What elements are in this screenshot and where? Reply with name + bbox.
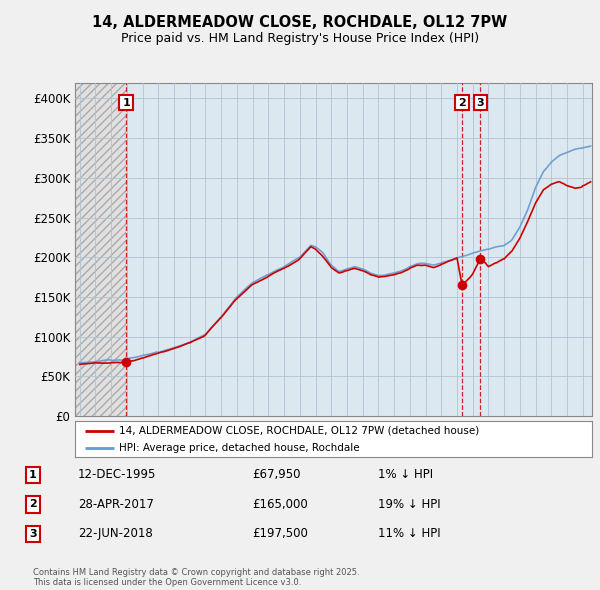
Text: £197,500: £197,500: [252, 527, 308, 540]
Text: 14, ALDERMEADOW CLOSE, ROCHDALE, OL12 7PW: 14, ALDERMEADOW CLOSE, ROCHDALE, OL12 7P…: [92, 15, 508, 30]
Text: 1% ↓ HPI: 1% ↓ HPI: [378, 468, 433, 481]
Text: Contains HM Land Registry data © Crown copyright and database right 2025.
This d: Contains HM Land Registry data © Crown c…: [33, 568, 359, 587]
Text: 2: 2: [458, 97, 466, 107]
Text: 22-JUN-2018: 22-JUN-2018: [78, 527, 153, 540]
Text: 1: 1: [29, 470, 37, 480]
Text: 1: 1: [122, 97, 130, 107]
Text: 2: 2: [29, 500, 37, 509]
Text: 3: 3: [29, 529, 37, 539]
Text: £165,000: £165,000: [252, 498, 308, 511]
Text: 19% ↓ HPI: 19% ↓ HPI: [378, 498, 440, 511]
Text: 14, ALDERMEADOW CLOSE, ROCHDALE, OL12 7PW (detached house): 14, ALDERMEADOW CLOSE, ROCHDALE, OL12 7P…: [119, 426, 479, 436]
Text: 11% ↓ HPI: 11% ↓ HPI: [378, 527, 440, 540]
Text: £67,950: £67,950: [252, 468, 301, 481]
Text: HPI: Average price, detached house, Rochdale: HPI: Average price, detached house, Roch…: [119, 443, 359, 453]
Text: 3: 3: [476, 97, 484, 107]
Text: 28-APR-2017: 28-APR-2017: [78, 498, 154, 511]
Text: Price paid vs. HM Land Registry's House Price Index (HPI): Price paid vs. HM Land Registry's House …: [121, 32, 479, 45]
Bar: [75, 83, 126, 416]
Text: 12-DEC-1995: 12-DEC-1995: [78, 468, 157, 481]
